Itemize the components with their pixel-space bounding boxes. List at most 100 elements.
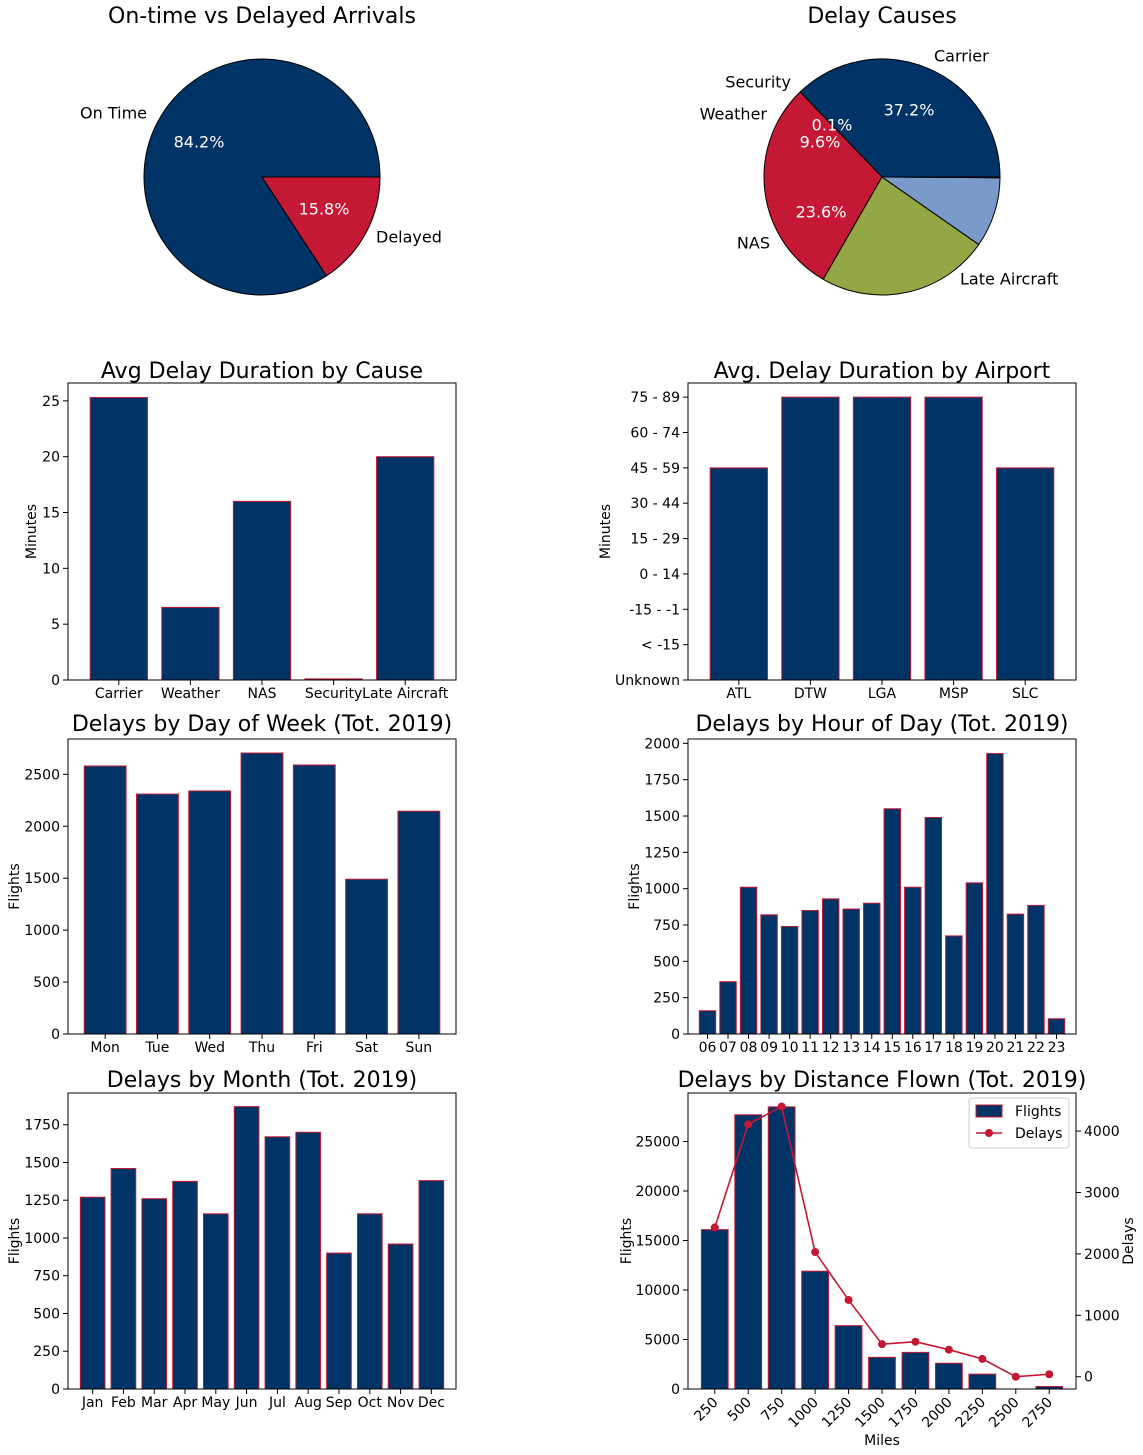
chart-delays-by-distance: Delays by Distance Flown (Tot. 2019) 250… [619, 1068, 1137, 1449]
y2-tick-label: 0 [1084, 1370, 1093, 1386]
bar [904, 886, 922, 1035]
y-tick-label: 1250 [24, 1193, 60, 1209]
pie-slice [799, 58, 1001, 178]
y-tick-label: 20 [42, 450, 60, 466]
delays-point [944, 1345, 953, 1354]
bar [834, 1325, 863, 1390]
bar [996, 467, 1055, 681]
bar [698, 1010, 717, 1035]
x-tick-label: 1750 [886, 1395, 923, 1432]
bar [79, 1196, 106, 1390]
x-axis-label: Miles [864, 1433, 900, 1449]
y-tick-label: 250 [33, 1344, 60, 1360]
pie-slice [261, 176, 381, 277]
pie-percent-label: 23.6% [796, 203, 847, 222]
x-tick-label: 23 [1048, 1040, 1066, 1056]
x-tick-label: 15 [883, 1040, 901, 1056]
bar [345, 878, 388, 1035]
x-tick-label: Fri [306, 1040, 323, 1056]
bar [700, 1229, 729, 1390]
y-tick-label: 5000 [644, 1333, 680, 1349]
pie-percent-label: 15.8% [299, 200, 350, 219]
y-tick-label: 1000 [24, 1231, 60, 1247]
bar [986, 753, 1004, 1035]
y-tick-label: 500 [33, 1306, 60, 1322]
y-tick-label: 60 - 74 [630, 426, 680, 442]
x-tick-label: 11 [801, 1040, 819, 1056]
y-tick-label: 2500 [24, 767, 60, 783]
y-tick-label: 1250 [644, 845, 680, 861]
delays-point [777, 1102, 786, 1111]
chart-avg-delay-by-airport: Avg. Delay Duration by Airport ATL DTW LGA… [598, 359, 1077, 702]
chart-title: Avg. Delay Duration by Airport [714, 359, 1051, 384]
x-tick-label: LGA [868, 686, 897, 702]
bar [821, 898, 840, 1035]
x-tick-label: 1500 [852, 1395, 889, 1432]
x-tick-label: 18 [945, 1040, 963, 1056]
delays-point [744, 1120, 753, 1129]
legend-label-delays: Delays [1015, 1126, 1062, 1142]
x-tick-label: Aug [295, 1395, 322, 1411]
pie-percent-label: 9.6% [800, 133, 841, 152]
x-tick-label: Oct [358, 1395, 383, 1411]
pie-label: Late Aircraft [960, 270, 1058, 289]
delays-point [710, 1223, 719, 1232]
bar [852, 396, 912, 681]
bar [901, 1351, 930, 1390]
chart-title: Delays by Distance Flown (Tot. 2019) [678, 1068, 1087, 1093]
x-tick-label: 07 [719, 1040, 737, 1056]
bar [110, 1168, 137, 1390]
y-tick-label: 0 [671, 1027, 680, 1043]
x-tick-label: 2500 [986, 1395, 1023, 1432]
x-tick-label: 06 [699, 1040, 717, 1056]
bar [945, 935, 963, 1035]
chart-ontime-vs-delayed: On-time vs Delayed Arrivals On Time 84.2%… [80, 4, 442, 296]
y-tick-label: 15000 [635, 1234, 680, 1250]
pie-label: Carrier [934, 47, 989, 66]
x-tick-label: Late Aircraft [362, 686, 449, 702]
bar [188, 790, 232, 1035]
x-tick-label: 20 [986, 1040, 1004, 1056]
bar [801, 1270, 829, 1390]
x-tick-label: Jan [81, 1395, 104, 1411]
delays-point [978, 1354, 987, 1363]
x-tick-label: Carrier [95, 686, 143, 702]
y-tick-label: 30 - 44 [630, 496, 680, 512]
x-tick-label: Mar [141, 1395, 168, 1411]
x-tick-label: 1000 [785, 1395, 822, 1432]
bar [739, 886, 758, 1035]
bar [326, 1252, 352, 1390]
y-tick-label: 1750 [24, 1118, 60, 1134]
x-tick-label: Sat [355, 1040, 378, 1056]
plot-frame [67, 1092, 457, 1390]
bar [136, 793, 179, 1035]
legend: Flights Delays [968, 1097, 1070, 1149]
bar [935, 1362, 963, 1390]
plot-frame [67, 738, 457, 1035]
y-tick-label: 20000 [635, 1184, 680, 1200]
delays-point [844, 1295, 853, 1304]
bar [760, 914, 778, 1035]
y-tick-label: 500 [653, 954, 680, 970]
y-tick-label: 1500 [644, 809, 680, 825]
bar [863, 902, 881, 1035]
bar [965, 882, 984, 1035]
legend-label-flights: Flights [1015, 1104, 1061, 1120]
bar [172, 1180, 198, 1390]
y-tick-label: 25 [42, 394, 60, 410]
x-tick-label: Tue [144, 1040, 169, 1056]
y-tick-label: 0 [51, 1027, 60, 1043]
x-tick-label: 750 [758, 1395, 788, 1425]
plot-frame [687, 1092, 1077, 1390]
bar [924, 816, 943, 1035]
bar [376, 456, 435, 681]
bar [356, 1213, 383, 1390]
bar [1027, 904, 1045, 1035]
pie-label: Security [725, 73, 791, 92]
delays-point [1045, 1370, 1054, 1379]
pie-label: On Time [80, 104, 147, 123]
x-tick-label: Weather [161, 686, 220, 702]
y-tick-label: 2000 [644, 736, 680, 752]
y-tick-label: 0 - 14 [639, 567, 680, 583]
